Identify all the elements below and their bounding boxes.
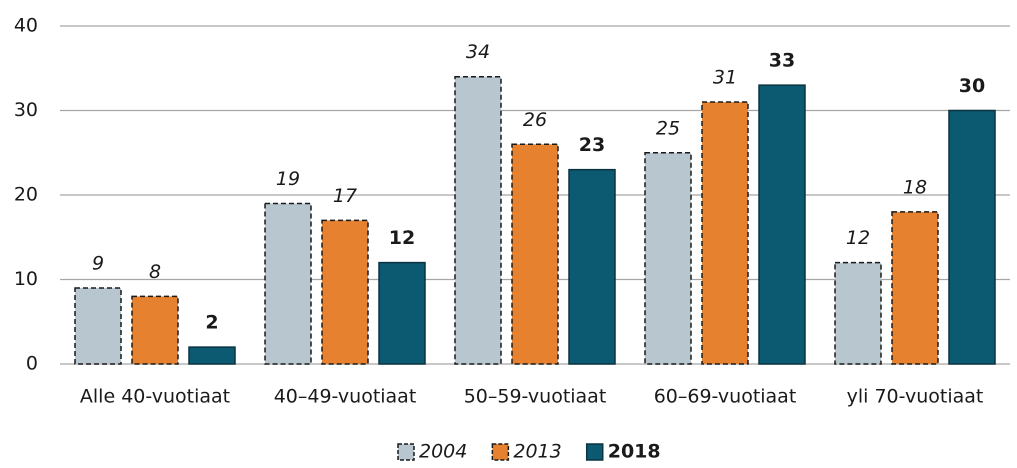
value-label: 26 — [523, 109, 547, 131]
bar — [378, 261, 426, 365]
value-label: 19 — [276, 168, 300, 190]
value-label: 30 — [959, 75, 985, 97]
y-tick-label: 40 — [14, 15, 38, 37]
x-tick-label: 50–59-vuotiaat — [464, 386, 607, 408]
x-tick-label: yli 70-vuotiaat — [847, 386, 984, 408]
value-label: 34 — [466, 41, 490, 63]
y-tick-label: 30 — [14, 99, 38, 121]
legend-swatch — [491, 443, 510, 461]
value-label: 2 — [205, 312, 218, 334]
legend-swatch — [585, 443, 604, 461]
bar — [188, 346, 236, 365]
y-tick-label: 10 — [14, 268, 38, 290]
bar — [701, 101, 749, 365]
value-label: 31 — [713, 67, 737, 89]
bar — [758, 84, 806, 365]
bar — [131, 295, 179, 365]
x-tick-label: 60–69-vuotiaat — [654, 386, 797, 408]
value-label: 25 — [656, 117, 680, 139]
value-label: 33 — [769, 50, 795, 72]
y-tick-label: 0 — [26, 353, 38, 375]
bar — [454, 75, 502, 365]
value-label: 12 — [389, 227, 415, 249]
bar — [321, 219, 369, 365]
bar — [511, 143, 559, 365]
value-label: 23 — [579, 134, 605, 156]
bar — [264, 202, 312, 365]
value-label: 8 — [149, 261, 161, 283]
x-tick-label: 40–49-vuotiaat — [274, 386, 417, 408]
value-label: 18 — [903, 176, 927, 198]
value-label: 9 — [92, 252, 104, 274]
y-tick-label: 20 — [14, 184, 38, 206]
bar — [834, 261, 882, 365]
bar — [891, 211, 939, 365]
legend-swatch — [397, 443, 415, 461]
bar — [74, 287, 122, 365]
legend-label: 2004 — [419, 441, 467, 463]
legend-label: 2013 — [513, 441, 561, 463]
bar — [568, 168, 616, 365]
legend-label: 2018 — [608, 441, 661, 463]
x-tick-label: Alle 40-vuotiaat — [80, 386, 230, 408]
value-label: 17 — [333, 185, 357, 207]
bar — [644, 152, 692, 365]
bar — [948, 109, 996, 365]
value-label: 12 — [846, 227, 870, 249]
